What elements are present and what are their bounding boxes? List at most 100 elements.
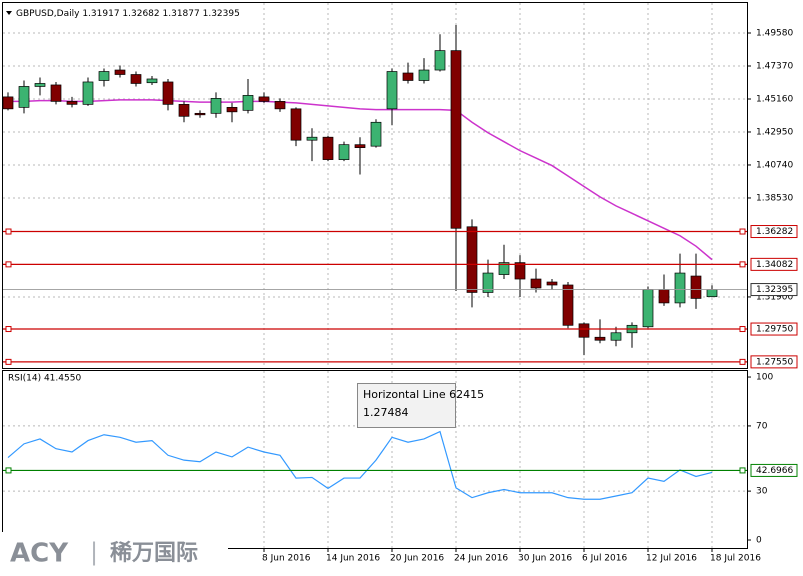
line-handle <box>5 261 12 268</box>
candle-body <box>98 71 110 81</box>
candle-body <box>546 281 558 286</box>
candle-body <box>418 69 430 81</box>
line-handle <box>739 467 746 474</box>
header-icon <box>6 11 12 15</box>
x-tick-label: 8 Jun 2016 <box>262 554 311 564</box>
candle-body <box>34 83 46 87</box>
y-tick-label: 0 <box>756 536 762 546</box>
line-handle <box>739 358 746 365</box>
rsi-line <box>7 430 713 500</box>
candle-body <box>354 144 366 149</box>
candle-body <box>562 284 574 326</box>
y-tick-label: 1.47370 <box>756 61 793 71</box>
candle-body <box>642 289 654 328</box>
price-label-box <box>750 257 798 271</box>
line-handle <box>5 326 12 333</box>
candle-body <box>370 121 382 147</box>
candle-body <box>114 69 126 75</box>
candle-body <box>514 262 526 280</box>
candle-body <box>322 136 334 160</box>
x-tick-label: 30 Jun 2016 <box>518 554 572 564</box>
current-price-box <box>750 283 798 297</box>
x-tick-label: 12 Jul 2016 <box>646 554 697 564</box>
candle-body <box>146 78 158 84</box>
candle-body <box>338 144 350 160</box>
y-tick-label: 30 <box>756 487 768 497</box>
line-handle <box>739 228 746 235</box>
marks <box>2 24 747 500</box>
price-label: 1.34082 <box>756 260 793 270</box>
line-handle <box>5 467 12 474</box>
candle-body <box>386 71 398 110</box>
y-tick-label: 1.40740 <box>756 160 793 170</box>
tooltip <box>357 383 456 428</box>
candle-body <box>258 96 270 102</box>
candle-body <box>610 332 622 341</box>
candle-body <box>2 96 14 110</box>
symbol: GBPUSD,Daily <box>16 9 80 19</box>
current-price-label: 1.32395 <box>756 285 793 295</box>
x-tick-label: 14 Jun 2016 <box>326 554 380 564</box>
header: GBPUSD,Daily 1.31917 1.32682 1.31877 1.3… <box>16 9 240 19</box>
moving-average <box>8 99 713 261</box>
header-close: 1.32395 <box>203 9 240 19</box>
y-tick-label: 1.38530 <box>756 193 793 203</box>
rsi-header: RSI(14) 41.4550 <box>8 374 81 384</box>
candle-body <box>290 108 302 141</box>
header-low: 1.31877 <box>163 9 200 19</box>
candle-body <box>402 72 414 81</box>
header-open: 1.31917 <box>82 9 119 19</box>
candle-body <box>242 95 254 111</box>
x-tick-label: 6 Jul 2016 <box>582 554 627 564</box>
candle-body <box>210 98 222 114</box>
price-label: 1.27550 <box>756 357 793 367</box>
price-label: 1.29750 <box>756 325 793 335</box>
y-tick-label: 100 <box>756 373 773 383</box>
x-tick-label: 20 Jun 2016 <box>390 554 444 564</box>
candle-body <box>162 81 174 105</box>
rsi-level-label: 42.6966 <box>756 466 793 476</box>
rsi-panel <box>2 370 748 549</box>
candle-body <box>706 289 718 298</box>
y-tick-label: 1.31900 <box>756 292 793 302</box>
candle-body <box>82 81 94 105</box>
labels: 1.49580 1.47370 1.45160 1.42950 1.40740 1.385… <box>262 29 798 564</box>
price-panel <box>2 2 748 369</box>
candle-body <box>690 275 702 299</box>
candle-body <box>578 323 590 338</box>
price-label-box <box>750 322 798 336</box>
candle-body <box>130 74 142 84</box>
candle-body <box>658 289 670 304</box>
candle-body <box>482 272 494 293</box>
watermark-separator: | <box>90 538 98 566</box>
candle-body <box>434 50 446 71</box>
line-handle <box>5 228 12 235</box>
candle-body <box>50 84 62 102</box>
candle-body <box>498 262 510 275</box>
y-tick-label: 1.45160 <box>756 94 793 104</box>
candle-body <box>18 86 30 108</box>
x-tick-label: 18 Jul 2016 <box>710 554 761 564</box>
watermark-cn: 稀万国际 <box>110 540 198 566</box>
line-handle <box>739 326 746 333</box>
line-handle <box>5 358 12 365</box>
tooltip-title: Horizontal Line 62415 <box>363 388 484 401</box>
candle-body <box>226 106 238 113</box>
line-handle <box>739 261 746 268</box>
y-tick-label: 70 <box>756 421 768 431</box>
watermark-brand: ACY <box>10 539 69 569</box>
price-label-box <box>750 355 798 369</box>
candle-body <box>530 278 542 289</box>
header-high: 1.32682 <box>122 9 159 19</box>
rsi-label-box <box>750 463 798 477</box>
price-label-box <box>750 225 798 239</box>
candle-body <box>674 272 686 304</box>
candle-body <box>594 336 606 341</box>
candle-body <box>66 101 78 105</box>
price-label: 1.36282 <box>756 227 793 237</box>
candle-body <box>194 112 206 116</box>
candle-body <box>450 50 462 229</box>
candle-body <box>178 104 190 117</box>
